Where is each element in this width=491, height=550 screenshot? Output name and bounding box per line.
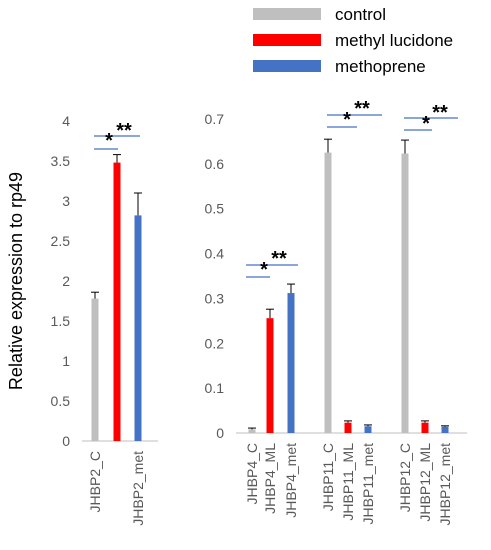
x-tick-label-jhbp11-c: JHBP11_C bbox=[320, 443, 336, 511]
y-tick-label-0-4: 0.4 bbox=[205, 246, 225, 262]
y-tick-label-0-3: 0.3 bbox=[205, 290, 225, 306]
bar-jhbp4-met bbox=[287, 293, 295, 433]
bar-jhbp12-ml bbox=[421, 422, 429, 433]
y-tick-label-2: 2 bbox=[62, 273, 70, 289]
y-tick-label-2-5: 2.5 bbox=[51, 233, 71, 249]
significance-single-star: * bbox=[422, 113, 430, 135]
bar-jhbp12-c bbox=[401, 153, 409, 434]
significance-double-star: ** bbox=[116, 120, 132, 142]
x-tick-label-jhbp12-met: JHBP12_met bbox=[437, 443, 453, 526]
y-tick-label-0-5: 0.5 bbox=[51, 393, 71, 409]
bar-jhbp4-ml bbox=[266, 318, 274, 433]
y-tick-label-0-6: 0.6 bbox=[205, 156, 225, 172]
significance-single-star: * bbox=[343, 109, 351, 131]
x-tick-label-jhbp4-ml: JHBP4_ML bbox=[262, 443, 278, 514]
y-tick-label-1-5: 1.5 bbox=[51, 313, 71, 329]
chart-legend: control methyl lucidone methoprene bbox=[253, 5, 453, 76]
jhbp2-expression-panel: 0 0.5 1 1.5 2 2.5 3 3.5 4 Relative expression to … bbox=[6, 113, 158, 526]
x-tick-label-jhbp2-c: JHBP2_C bbox=[87, 451, 103, 512]
y-tick-label-3-5: 3.5 bbox=[51, 153, 71, 169]
bar-jhbp12-met bbox=[441, 426, 449, 433]
x-tick-label-jhbp11-ml: JHBP11_ML bbox=[340, 443, 356, 521]
significance-single-star: * bbox=[105, 130, 113, 152]
legend-swatch-control bbox=[253, 8, 321, 20]
y-tick-label-4: 4 bbox=[62, 113, 70, 129]
significance-double-star: ** bbox=[271, 248, 287, 270]
legend-swatch-methoprene bbox=[253, 60, 321, 72]
legend-swatch-methyl-lucidone bbox=[253, 34, 321, 46]
significance-double-star: ** bbox=[432, 102, 448, 124]
bar-jhbp11-ml bbox=[344, 422, 352, 433]
y-tick-label-0: 0 bbox=[216, 425, 224, 441]
x-tick-label-jhbp11-met: JHBP11_met bbox=[360, 443, 376, 525]
jhbp4-11-12-expression-panel: 0 0.1 0.2 0.3 0.4 0.5 0.6 0.7 JHBP4_C JHBP4_ML JHB… bbox=[205, 98, 467, 525]
legend-label-methoprene: methoprene bbox=[335, 57, 426, 76]
x-tick-label-jhbp12-c: JHBP12_C bbox=[397, 443, 413, 512]
bar-jhbp2-met bbox=[134, 215, 142, 441]
significance-double-star: ** bbox=[354, 98, 370, 120]
legend-label-control: control bbox=[335, 5, 386, 24]
bar-jhbp11-met bbox=[364, 426, 372, 433]
bar-jhbp2-c bbox=[91, 298, 99, 441]
y-tick-label-0-1: 0.1 bbox=[205, 380, 225, 396]
x-tick-label-jhbp2-met: JHBP2_met bbox=[130, 451, 146, 526]
bar-jhbp4-c bbox=[248, 429, 256, 433]
y-tick-label-0-2: 0.2 bbox=[205, 335, 225, 351]
y-axis-title: Relative expression to rp49 bbox=[6, 172, 26, 390]
significance-single-star: * bbox=[260, 259, 268, 281]
bar-jhbp2-ml bbox=[113, 162, 121, 441]
y-tick-label-3: 3 bbox=[62, 193, 70, 209]
x-tick-label-jhbp4-c: JHBP4_C bbox=[244, 443, 260, 504]
y-tick-label-1: 1 bbox=[62, 353, 70, 369]
bar-jhbp11-c bbox=[324, 152, 332, 433]
y-tick-label-0: 0 bbox=[62, 433, 70, 449]
x-tick-label-jhbp4-met: JHBP4_met bbox=[283, 443, 299, 518]
legend-label-methyl-lucidone: methyl lucidone bbox=[335, 31, 453, 50]
x-tick-label-jhbp12-ml: JHBP12_ML bbox=[417, 443, 433, 522]
y-tick-label-0-5: 0.5 bbox=[205, 201, 225, 217]
y-tick-label-0-7: 0.7 bbox=[205, 111, 225, 127]
